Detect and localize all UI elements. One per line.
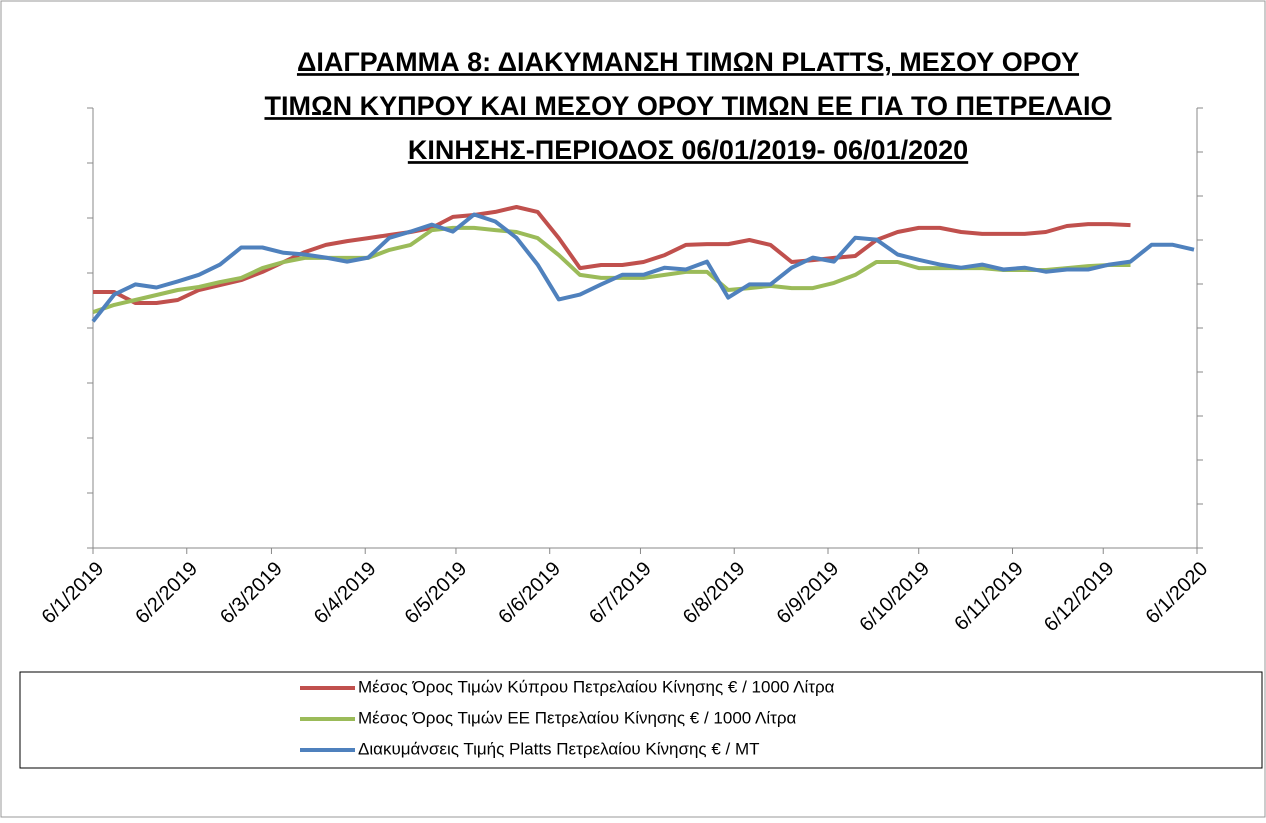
legend-label: Μέσος Όρος Τιμών Κύπρου Πετρελαίου Κίνησ… (358, 677, 835, 696)
legend (19, 671, 1263, 769)
chart-title: ΤΙΜΩΝ ΚΥΠΡΟΥ ΚΑΙ ΜΕΣΟΥ ΟΡΟΥ ΤΙΜΩΝ ΕΕ ΓΙΑ… (264, 91, 1111, 121)
series-line (93, 205, 1131, 305)
legend-label: Διακυμάνσεις Τιμής Platts Πετρελαίου Κίν… (358, 739, 760, 758)
chart-title: ΔΙΑΓΡΑΜΜΑ 8: ΔΙΑΚΥΜΑΝΣΗ ΤΙΜΩΝ PLATTS, ΜΕ… (297, 47, 1079, 77)
series-line (91, 212, 1195, 323)
chart-title: ΚΙΝΗΣΗΣ-ΠΕΡΙΟΔΟΣ 06/01/2019- 06/01/2020 (408, 135, 968, 165)
legend-label: Μέσος Όρος Τιμών ΕΕ Πετρελαίου Κίνησης €… (358, 708, 797, 727)
